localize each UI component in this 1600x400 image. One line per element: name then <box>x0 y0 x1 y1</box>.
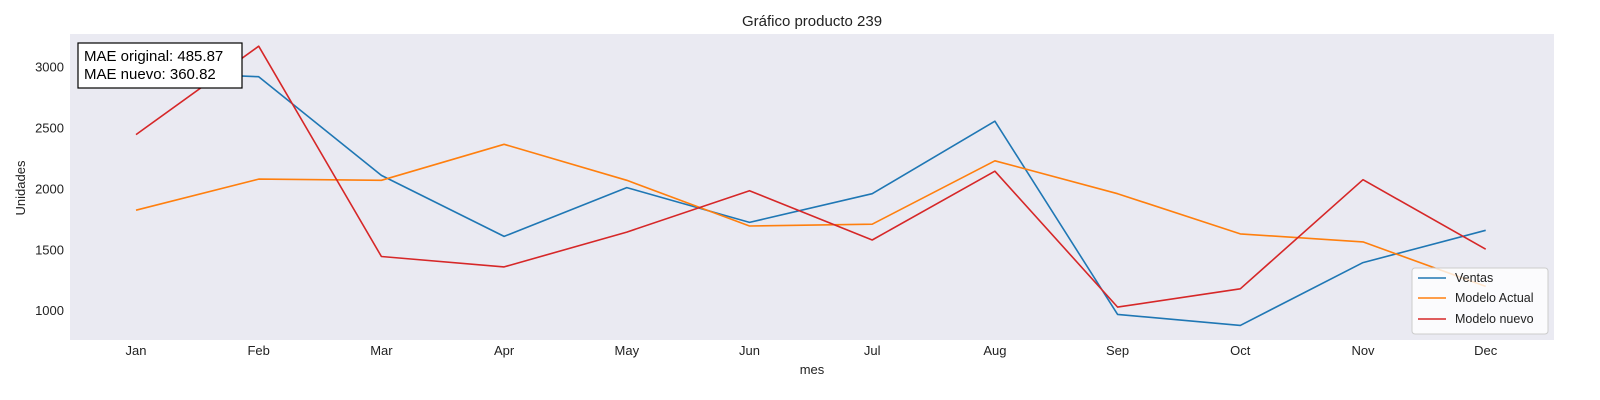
x-tick-label-mar: Mar <box>370 343 393 358</box>
x-tick-label-jan: Jan <box>126 343 147 358</box>
annotation-box <box>77 42 243 89</box>
y-axis-label: Unidades <box>13 160 28 215</box>
x-tick-label-jun: Jun <box>739 343 760 358</box>
x-tick-label-aug: Aug <box>983 343 1006 358</box>
y-axis-ticks: 1000 1500 2000 2500 3000 <box>35 59 64 318</box>
y-tick-label: 1500 <box>35 242 64 257</box>
x-tick-label-apr: Apr <box>494 343 515 358</box>
series-lines <box>135 45 1487 327</box>
annotation-line-mae-nuevo: MAE nuevo: 360.82 <box>84 66 216 83</box>
chart-title: Gráfico producto 239 <box>742 13 882 30</box>
x-tick-label-feb: Feb <box>247 343 269 358</box>
x-tick-label-jul: Jul <box>864 343 881 358</box>
annotation-line-mae-original: MAE original: 485.87 <box>84 48 223 65</box>
legend-label-ventas: Ventas <box>1455 271 1493 285</box>
plot-area <box>70 34 1554 340</box>
x-tick-label-oct: Oct <box>1230 343 1251 358</box>
series-line-modelo-nuevo <box>135 45 1487 308</box>
y-tick-label: 3000 <box>35 59 64 74</box>
mae-annotation: MAE original: 485.87 MAE nuevo: 360.82 <box>77 42 243 89</box>
series-line-modelo-actual <box>135 143 1486 288</box>
x-tick-label-sep: Sep <box>1106 343 1129 358</box>
x-tick-label-nov: Nov <box>1351 343 1375 358</box>
series-line-ventas <box>135 71 1486 327</box>
legend: Ventas Modelo Actual Modelo nuevo <box>1411 267 1549 335</box>
legend-box <box>1411 267 1549 335</box>
y-tick-label: 2000 <box>35 181 64 196</box>
x-tick-label-may: May <box>615 343 640 358</box>
legend-label-modelo-actual: Modelo Actual <box>1455 291 1534 305</box>
x-axis-label: mes <box>800 362 825 377</box>
y-tick-label: 1000 <box>35 303 64 318</box>
x-axis-ticks: Jan Feb Mar Apr May Jun Jul Aug Sep Oct Nov Dec <box>126 343 1498 358</box>
x-tick-label-dec: Dec <box>1474 343 1498 358</box>
y-tick-label: 2500 <box>35 120 64 135</box>
legend-label-modelo-nuevo: Modelo nuevo <box>1455 312 1534 326</box>
